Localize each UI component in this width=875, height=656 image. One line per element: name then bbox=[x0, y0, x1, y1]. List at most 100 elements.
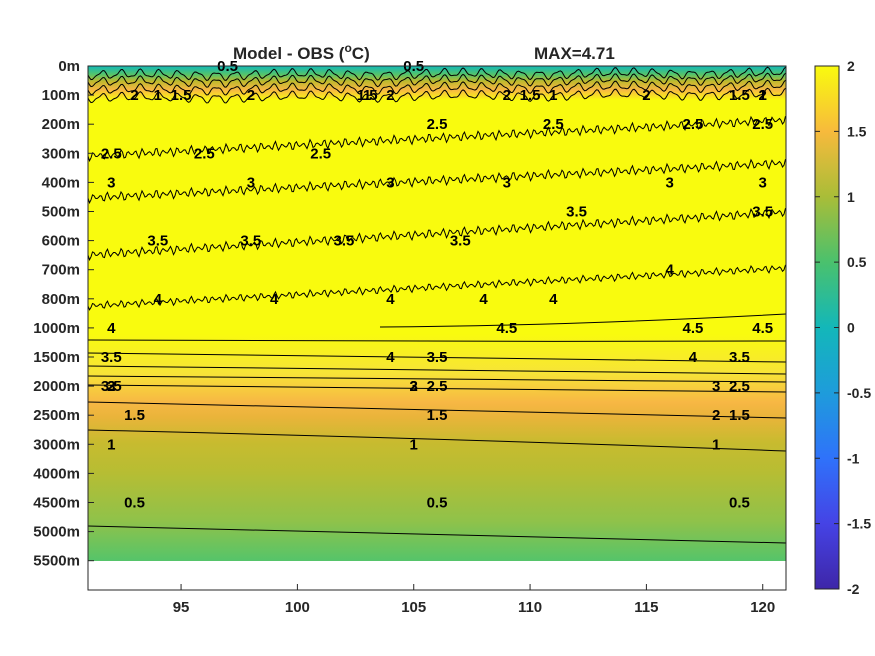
contour-line bbox=[87, 115, 786, 163]
colorbar-tick-label: -2 bbox=[847, 581, 860, 597]
y-tick-label: 1500m bbox=[33, 349, 80, 366]
contour-label: 1.5 bbox=[171, 87, 192, 104]
contour-label: 2 bbox=[759, 87, 767, 104]
contour-label: 2.5 bbox=[543, 116, 564, 133]
x-tick-label: 110 bbox=[518, 599, 542, 616]
contour-label: 3 bbox=[386, 174, 394, 191]
x-tick-label: 100 bbox=[285, 599, 310, 616]
contour-line bbox=[379, 313, 787, 328]
contour-label: 3.5 bbox=[729, 349, 750, 366]
contour-label: 1 bbox=[410, 436, 418, 453]
contour-label: 4.5 bbox=[752, 320, 773, 337]
contour-line bbox=[87, 525, 787, 544]
contour-label: 1.5 bbox=[729, 87, 750, 104]
contour-label: 2.5 bbox=[194, 145, 215, 162]
y-axis: 0m 100m 200m 300m 400m 500m 600m 700m 800m 1000m 1… bbox=[33, 58, 94, 570]
colorbar-tick-label: 2 bbox=[847, 58, 855, 74]
contour-label: 2 bbox=[107, 378, 115, 395]
contour-label: 4 bbox=[665, 262, 674, 279]
x-tick-label: 105 bbox=[401, 599, 426, 616]
heatmap-field bbox=[88, 66, 786, 561]
y-tick-label: 2500m bbox=[33, 407, 80, 424]
contour-label: 3.5 bbox=[101, 378, 122, 395]
contour-label: 1.5 bbox=[520, 87, 541, 104]
contour-label: 4.5 bbox=[683, 320, 704, 337]
contour-label: 0.5 bbox=[427, 495, 448, 512]
contour-label: 3.5 bbox=[427, 349, 448, 366]
contour-label: 2.5 bbox=[427, 378, 448, 395]
contour-label: 2.5 bbox=[427, 116, 448, 133]
contour-label: 1.5 bbox=[729, 407, 750, 424]
contour-label: 2.5 bbox=[101, 145, 122, 162]
contour-line bbox=[87, 365, 787, 375]
contour-label: 3.5 bbox=[334, 233, 355, 250]
contour-lines bbox=[87, 66, 787, 544]
y-tick-label: 100m bbox=[42, 87, 80, 104]
contour-label: 0.5 bbox=[729, 495, 750, 512]
contour-line bbox=[87, 339, 787, 342]
contour-label: 2 bbox=[503, 87, 511, 104]
contour-label: 2 bbox=[712, 407, 720, 424]
colorbar-ticks: 2 1.5 1 0.5 0 -0.5 -1 -1.5 -2 bbox=[815, 58, 871, 597]
y-tick-label: 4500m bbox=[33, 495, 80, 512]
y-tick-label: 1000m bbox=[33, 320, 80, 337]
contour-label: 1.5 bbox=[357, 87, 378, 104]
max-annotation: MAX=4.71 bbox=[534, 44, 615, 63]
colorbar-tick-label: -1.5 bbox=[847, 516, 871, 532]
contour-label: 0.5 bbox=[124, 495, 145, 512]
contour-label: 3.5 bbox=[147, 233, 168, 250]
contour-label: 1.5 bbox=[124, 407, 145, 424]
contour-line bbox=[87, 158, 786, 205]
colorbar-tick-label: -0.5 bbox=[847, 385, 871, 401]
contour-label: 1 bbox=[759, 87, 767, 104]
contour-label: 4 bbox=[154, 291, 163, 308]
contour-label: 2 bbox=[410, 378, 418, 395]
contour-label: 4 bbox=[479, 291, 488, 308]
contour-label: 3.5 bbox=[752, 204, 773, 221]
contour-label: 3.5 bbox=[240, 233, 261, 250]
chart-title: Model - OBS (oC) bbox=[233, 41, 370, 63]
contour-label: 3 bbox=[107, 174, 115, 191]
contour-label: 4 bbox=[689, 349, 698, 366]
contour-line bbox=[87, 72, 786, 88]
y-tick-label: 500m bbox=[42, 204, 80, 221]
contour-line bbox=[87, 401, 787, 419]
contour-line bbox=[87, 375, 787, 383]
colorbar-tick-label: 1 bbox=[847, 189, 855, 205]
contour-label: 1 bbox=[107, 436, 115, 453]
contour-label: 3 bbox=[410, 378, 418, 395]
contour-label: 1 bbox=[549, 87, 557, 104]
x-tick-label: 115 bbox=[634, 599, 658, 616]
contour-line bbox=[87, 87, 786, 104]
colorbar-tick-label: -1 bbox=[847, 450, 860, 466]
x-tick-label: 120 bbox=[750, 599, 775, 616]
y-tick-label: 300m bbox=[42, 145, 80, 162]
contour-label: 4 bbox=[386, 349, 395, 366]
contour-line bbox=[87, 384, 787, 393]
contour-label: 4 bbox=[549, 291, 558, 308]
x-tick-label: 95 bbox=[173, 599, 190, 616]
contour-line bbox=[87, 429, 787, 452]
y-tick-label: 0m bbox=[58, 58, 80, 75]
colorbar: 2 1.5 1 0.5 0 -0.5 -1 -1.5 -2 bbox=[814, 58, 871, 597]
contour-label: 2.5 bbox=[683, 116, 704, 133]
contour-label: 2 bbox=[130, 87, 138, 104]
contour-label: 3.5 bbox=[566, 204, 587, 221]
contour-line bbox=[87, 352, 787, 363]
y-tick-label: 3000m bbox=[33, 436, 80, 453]
contour-label: 2.5 bbox=[752, 116, 773, 133]
contour-label: 4 bbox=[386, 291, 395, 308]
y-tick-label: 800m bbox=[42, 291, 80, 308]
y-tick-label: 5500m bbox=[33, 553, 80, 570]
contour-label: 1 bbox=[154, 87, 162, 104]
contour-label: 4.5 bbox=[496, 320, 517, 337]
y-tick-label: 700m bbox=[42, 262, 80, 279]
x-axis: 95 100 105 110 115 120 bbox=[173, 584, 775, 616]
contour-label: 3.5 bbox=[450, 233, 471, 250]
colorbar-tick-label: 0.5 bbox=[847, 254, 867, 270]
y-tick-label: 5000m bbox=[33, 524, 80, 541]
colorbar-tick-label: 1.5 bbox=[847, 123, 867, 139]
y-tick-label: 200m bbox=[42, 116, 80, 133]
